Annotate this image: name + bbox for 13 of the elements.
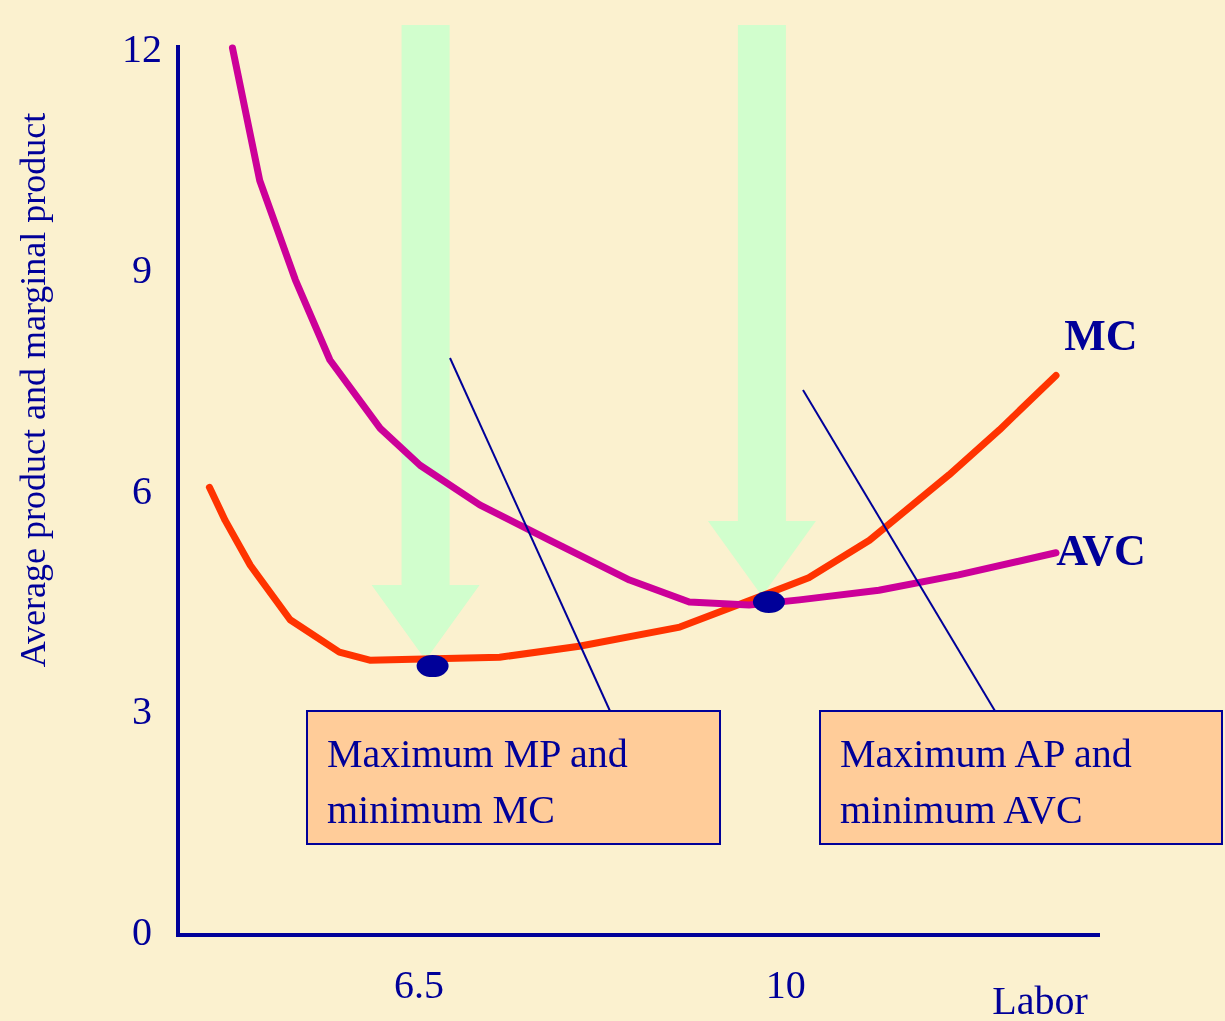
y-tick-label: 3 [132,688,152,734]
x-axis-title: Labor [992,978,1088,1021]
annotation: Maximum MP and minimum MC [327,731,628,832]
y-tick-label: 12 [122,26,162,71]
y-tick-label: 9 [132,246,152,292]
x-tick-label: 10 [765,962,806,1007]
annotation: Maximum AP and minimum AVC [840,731,1132,832]
y-axis-title: Average product and marginal product [13,112,53,668]
y-tick-label: 0 [132,909,152,954]
series-label: MC [1064,311,1138,361]
x-tick-label: 6.5 [393,962,444,1007]
series-label: AVC [1056,525,1146,575]
y-tick-label: 6 [132,467,152,513]
